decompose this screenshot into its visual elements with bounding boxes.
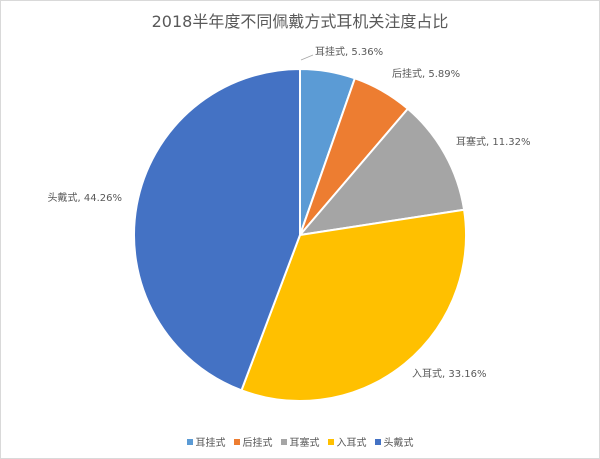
legend-label: 后挂式 xyxy=(242,438,273,449)
data-label-1: 耳挂式, 5.36% xyxy=(315,45,383,58)
pie-slice-5 xyxy=(133,67,301,392)
data-label-2: 后挂式, 5.89% xyxy=(392,67,460,80)
legend-label: 耳塞式 xyxy=(289,438,320,449)
data-label-4: 入耳式, 33.16% xyxy=(412,367,487,380)
chart-title: 2018半年度不同佩戴方式耳机关注度占比 xyxy=(151,12,449,31)
data-label-5: 头戴式, 44.26% xyxy=(48,191,123,204)
legend-swatch xyxy=(327,438,334,445)
legend-item-5: 头戴式 xyxy=(374,434,414,449)
data-label-3: 耳塞式, 11.32% xyxy=(456,135,531,148)
pie-slice-3 xyxy=(297,107,466,237)
legend-swatch xyxy=(233,438,240,445)
legend-swatch xyxy=(374,438,381,445)
legend-swatch xyxy=(280,438,287,445)
pie-slice-4 xyxy=(240,208,467,402)
chart-legend: 耳挂式 后挂式 耳塞式 入耳式 头戴式 xyxy=(0,434,600,449)
legend-label: 头戴式 xyxy=(383,438,414,449)
legend-item-1: 耳挂式 xyxy=(186,434,226,449)
legend-label: 耳挂式 xyxy=(195,438,226,449)
legend-swatch xyxy=(186,438,193,445)
legend-item-4: 入耳式 xyxy=(327,434,367,449)
legend-label: 入耳式 xyxy=(336,438,367,449)
leader-line-1 xyxy=(300,54,314,61)
legend-item-3: 耳塞式 xyxy=(280,434,320,449)
legend-item-2: 后挂式 xyxy=(233,434,273,449)
